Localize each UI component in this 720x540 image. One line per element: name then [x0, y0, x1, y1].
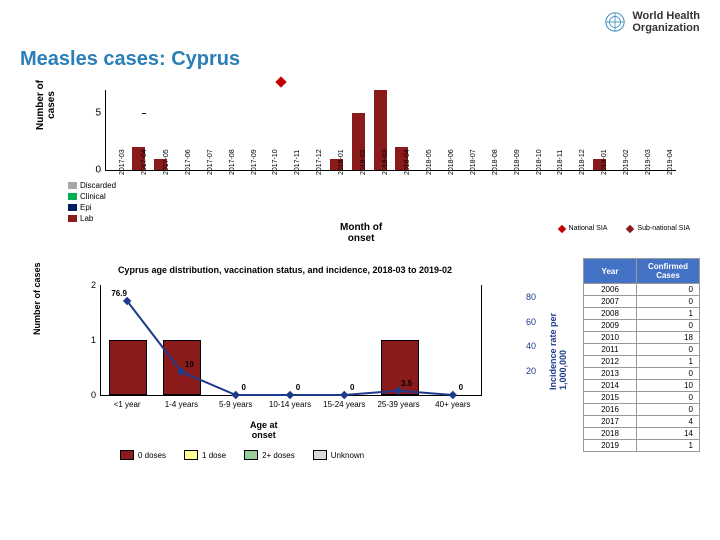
chart2-xtick: 5-9 years	[219, 400, 252, 409]
chart2-y-right-title: Incidence rate per1,000,000	[548, 313, 568, 390]
table-row: 20081	[584, 308, 700, 320]
table-header: Year	[584, 259, 637, 284]
chart2-y-left-title: Number of cases	[32, 262, 42, 335]
chart2-x-title: Age atonset	[250, 420, 278, 440]
table-header: Confirmed Cases	[637, 259, 700, 284]
legend-item: Discarded	[68, 180, 116, 191]
chart2-value-label: 76.9	[111, 289, 127, 298]
legend-item: Clinical	[68, 191, 116, 202]
chart2-value-label: 0	[296, 383, 300, 392]
chart2-xtick: 10-14 years	[269, 400, 311, 409]
chart2-legend-item: 0 doses	[120, 450, 166, 460]
table-row: 20060	[584, 284, 700, 296]
table-row: 20150	[584, 392, 700, 404]
chart2-legend: 0 doses 1 dose 2+ doses Unknown	[120, 450, 364, 460]
chart2-xtick: 25-39 years	[377, 400, 419, 409]
page-title: Measles cases: Cyprus	[20, 48, 240, 71]
national-sia-marker	[276, 76, 287, 87]
chart2-age: Cyprus age distribution, vaccination sta…	[60, 265, 510, 475]
table-row: 20070	[584, 296, 700, 308]
table-row: 20110	[584, 344, 700, 356]
chart1-ytick: 0	[95, 165, 101, 176]
chart2-value-label: 3.5	[401, 379, 412, 388]
table-row: 20174	[584, 416, 700, 428]
sia-legend-item: Sub-national SIA	[627, 225, 690, 232]
table-row: 20191	[584, 440, 700, 452]
table-row: 20121	[584, 356, 700, 368]
logo-text-1: World Health	[632, 10, 700, 22]
chart1-legend-left: DiscardedClinicalEpiLab	[68, 180, 116, 224]
who-emblem-icon	[604, 11, 626, 33]
legend-item: Lab	[68, 213, 116, 224]
table-row: 20160	[584, 404, 700, 416]
table-row: 20090	[584, 320, 700, 332]
table-row: 201814	[584, 428, 700, 440]
chart2-legend-item: 1 dose	[184, 450, 226, 460]
table-row: 201410	[584, 380, 700, 392]
chart2-value-label: 19	[185, 360, 194, 369]
chart2-yr-tick: 80	[526, 292, 536, 302]
chart2-yr-tick: 60	[526, 317, 536, 327]
chart2-value-label: 0	[459, 383, 463, 392]
chart2-title: Cyprus age distribution, vaccination sta…	[60, 265, 510, 275]
legend-item: Epi	[68, 202, 116, 213]
who-logo: World Health Organization	[604, 10, 700, 34]
chart2-value-label: 0	[241, 383, 245, 392]
chart2-xtick: <1 year	[114, 400, 141, 409]
chart2-yl-tick: 2	[91, 280, 96, 290]
chart2-xtick: 1-4 years	[165, 400, 198, 409]
confirmed-cases-table: YearConfirmed Cases 20060200702008120090…	[583, 258, 700, 452]
chart1-y-title: Number ofcases	[35, 80, 57, 130]
chart2-xtick: 40+ years	[435, 400, 470, 409]
chart1-monthly: 05 2017-032017-042017-052017-062017-0720…	[65, 90, 680, 240]
sia-legend-item: National SIA	[559, 225, 608, 232]
logo-text-2: Organization	[632, 22, 700, 34]
table-row: 201018	[584, 332, 700, 344]
table-row: 20130	[584, 368, 700, 380]
chart2-legend-item: Unknown	[313, 450, 364, 460]
chart2-xtick: 15-24 years	[323, 400, 365, 409]
chart2-yl-tick: 0	[91, 390, 96, 400]
chart2-legend-item: 2+ doses	[244, 450, 295, 460]
chart2-value-label: 0	[350, 383, 354, 392]
chart1-x-title: Month ofonset	[340, 222, 382, 244]
chart1-sia-legend: National SIA Sub-national SIA	[559, 225, 690, 232]
chart1-ytick: 5	[95, 107, 101, 118]
chart2-yl-tick: 1	[91, 335, 96, 345]
chart2-yr-tick: 20	[526, 366, 536, 376]
chart2-yr-tick: 40	[526, 341, 536, 351]
